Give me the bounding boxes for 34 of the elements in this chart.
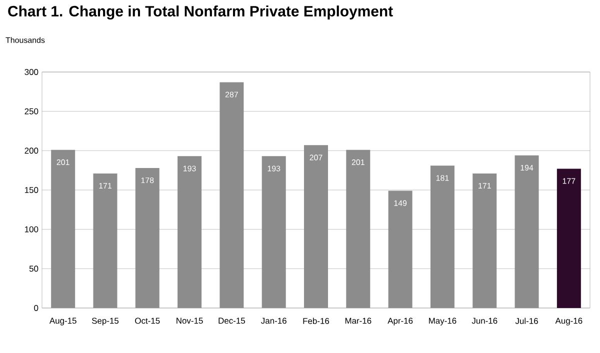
bar — [430, 166, 454, 308]
x-tick-label: Aug-16 — [555, 318, 582, 326]
bar — [472, 173, 497, 308]
x-tick-label: Nov-15 — [176, 318, 203, 324]
bar — [93, 173, 118, 308]
bar — [51, 150, 76, 308]
bar — [178, 156, 202, 308]
y-tick-label: 250 — [24, 108, 38, 114]
bar — [388, 190, 412, 308]
x-tick-label: Jul-16 — [515, 318, 538, 324]
bar — [220, 82, 244, 308]
bar — [304, 145, 328, 308]
y-tick-label: 100 — [24, 226, 38, 232]
x-tick-label: Apr-16 — [388, 318, 413, 326]
x-tick-label: Aug-15 — [49, 318, 76, 326]
y-tick-label: 50 — [29, 266, 38, 272]
bar — [135, 168, 160, 308]
y-tick-label: 200 — [24, 148, 38, 154]
x-tick-label: Dec-15 — [218, 318, 245, 324]
x-tick-label: Feb-16 — [303, 318, 330, 324]
x-tick-label: Jun-16 — [472, 318, 498, 324]
chart-title: Chart 1. Change in Total Nonfarm Private Employment — [8, 6, 393, 20]
x-tick-label: Mar-16 — [345, 318, 372, 324]
bar — [556, 168, 581, 308]
x-tick-label: Jan-16 — [261, 318, 286, 324]
x-tick-label: May-16 — [429, 318, 456, 326]
x-tick-label: Sep-15 — [92, 318, 119, 326]
y-tick-label: 300 — [24, 69, 38, 75]
y-tick-label: 150 — [24, 187, 38, 193]
x-tick-label: Oct-15 — [135, 318, 160, 324]
bar — [262, 156, 286, 308]
y-tick-label: 0 — [34, 305, 38, 311]
bar — [346, 150, 370, 308]
bar — [514, 155, 539, 308]
